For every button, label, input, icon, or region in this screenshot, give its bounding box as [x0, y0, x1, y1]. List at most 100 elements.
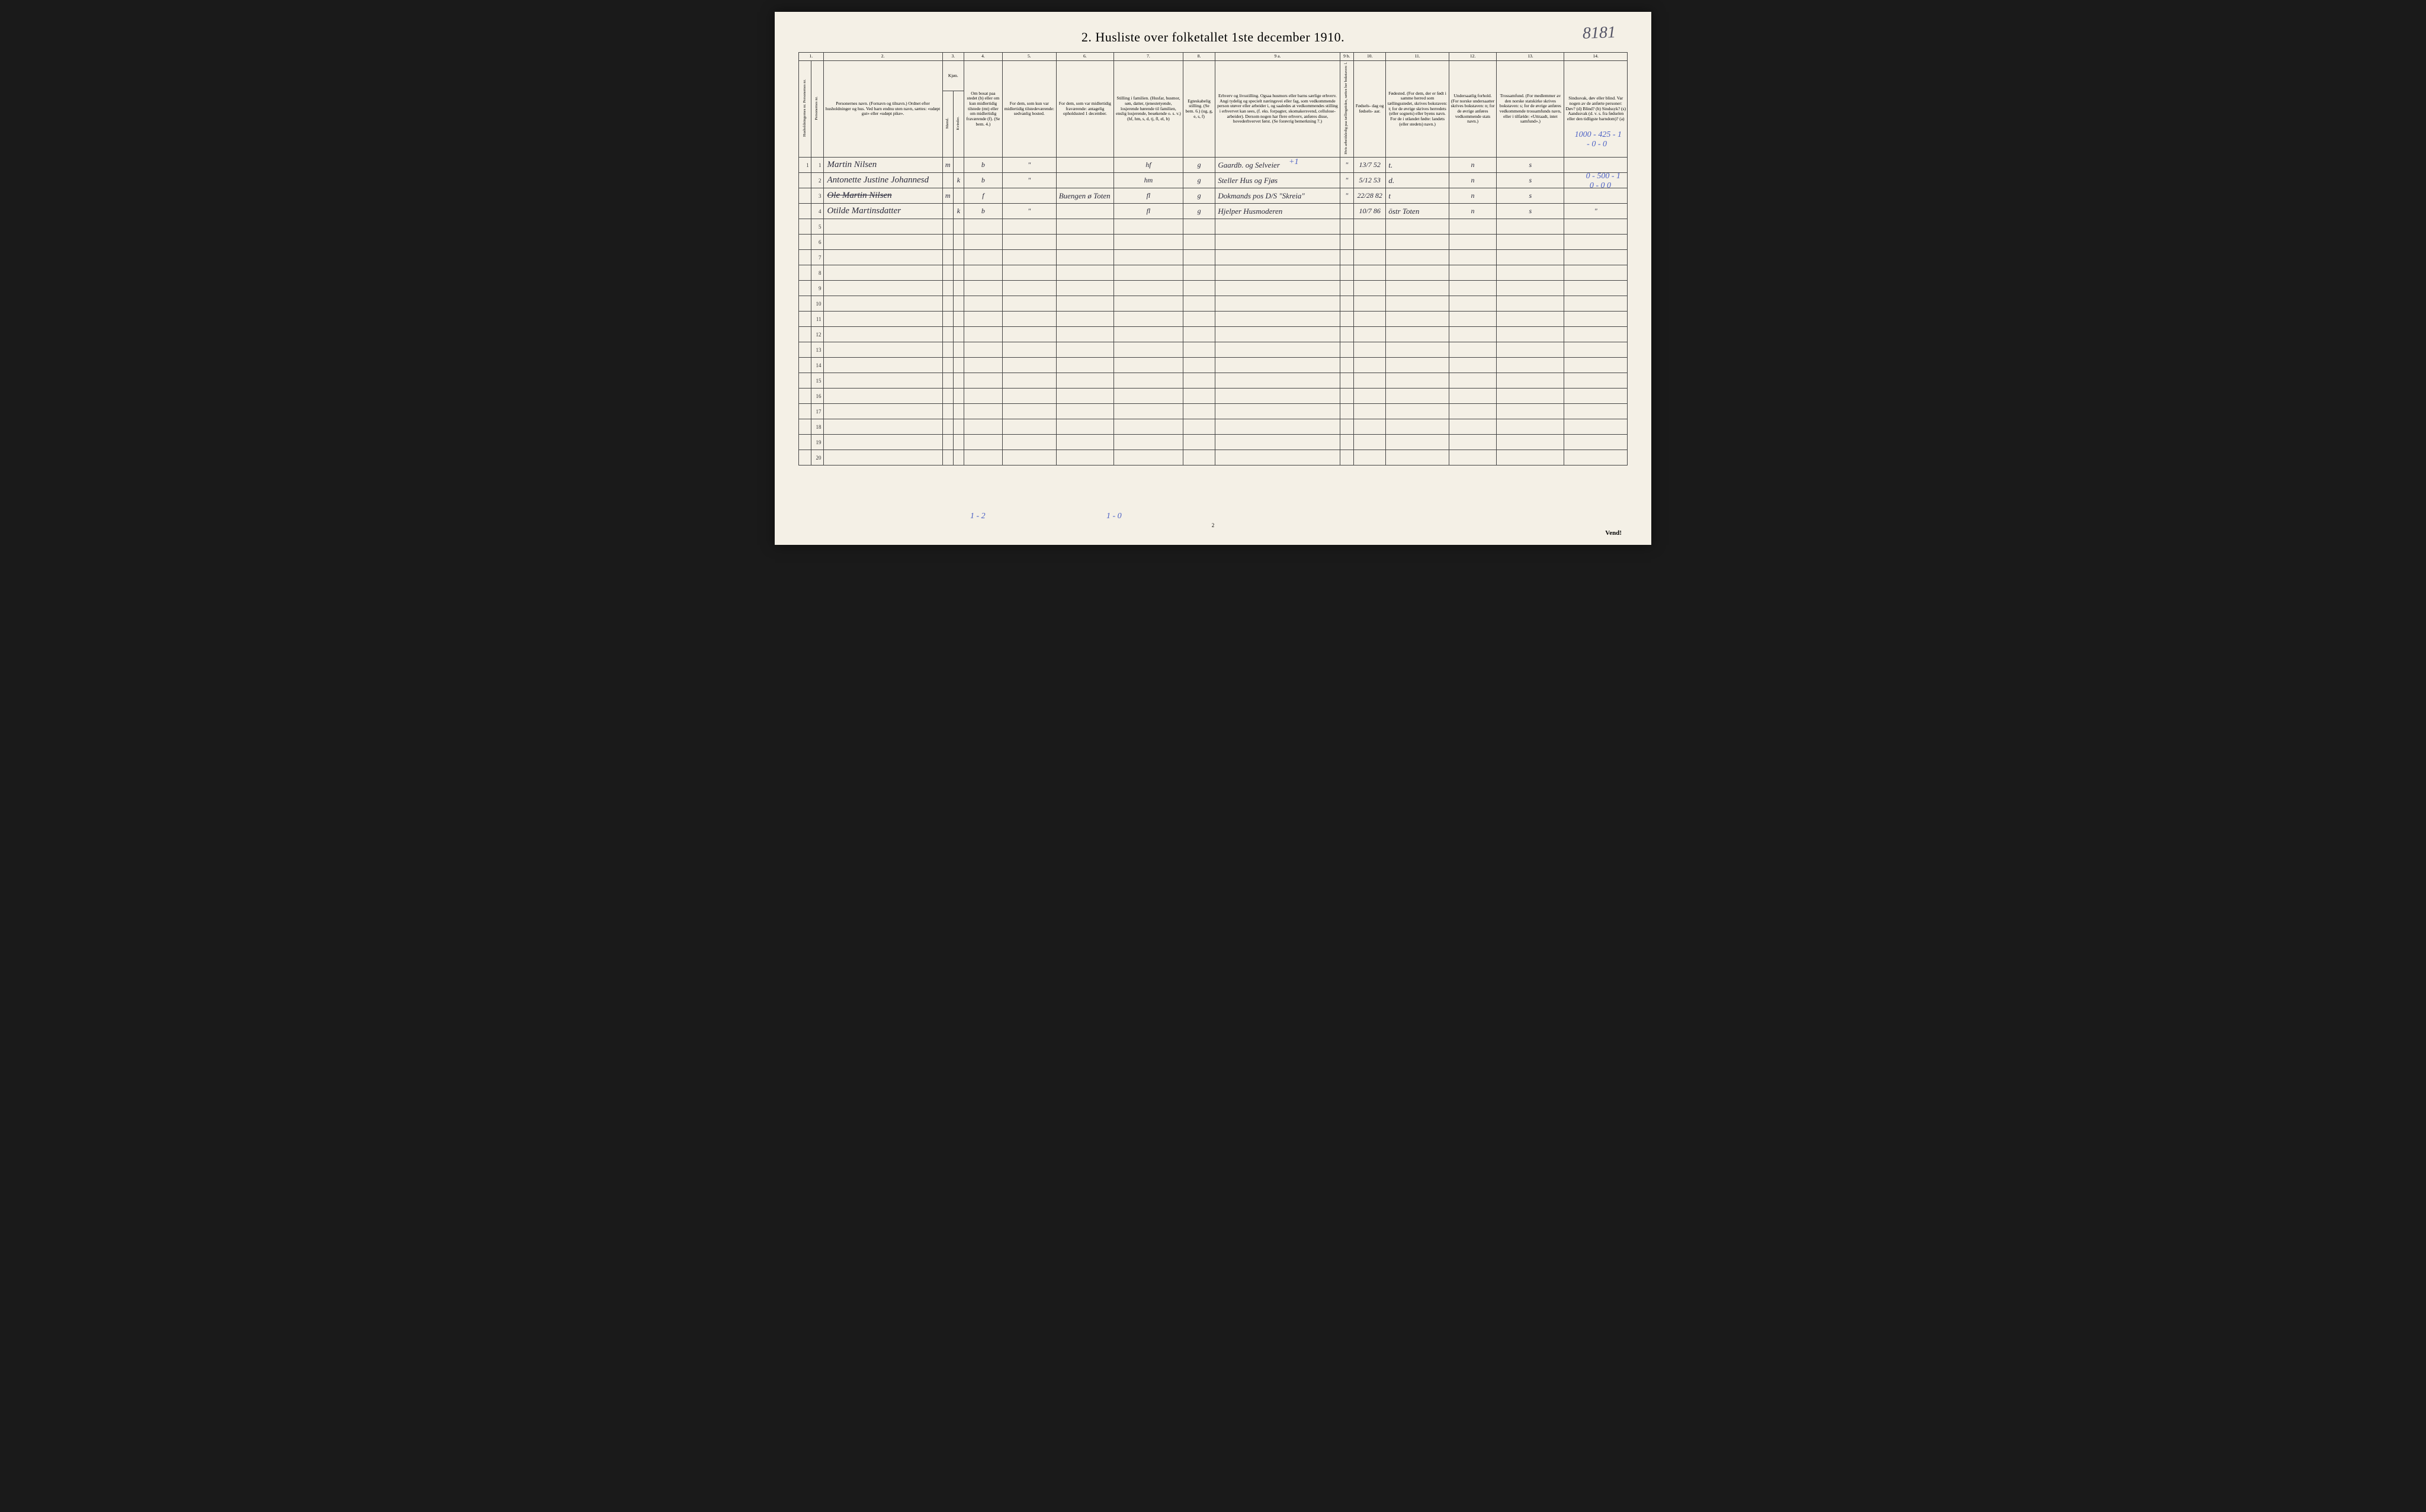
cell-dis: " [1564, 204, 1628, 219]
cell-empty [1386, 389, 1449, 404]
cell-empty [1564, 250, 1628, 265]
annotation-bottom-left: 1 - 2 [970, 512, 986, 521]
cell-empty [1114, 373, 1183, 389]
cell-dob: 5/12 53 [1353, 173, 1386, 188]
cell-dob: 10/7 86 [1353, 204, 1386, 219]
cell-empty [942, 419, 953, 435]
annotation-row3-right-1: 0 - 500 - 1 [1586, 172, 1620, 181]
cell-empty [1215, 435, 1340, 450]
cell-empty [1340, 265, 1353, 281]
cell-dis [1564, 158, 1628, 173]
cell-empty [1340, 219, 1353, 235]
cell-pn: 1 [811, 158, 823, 173]
cell-empty [1056, 358, 1113, 373]
cell-temp: " [1002, 158, 1056, 173]
hdr-residence: Om bosat paa stedet (b) eller om kun mid… [964, 61, 1002, 158]
column-number-row: 1. 2. 3. 4. 5. 6. 7. 8. 9 a. 9 b. 10. 11… [799, 53, 1628, 61]
cell-empty [953, 219, 964, 235]
cell-name: Otilde Martinsdatter [823, 204, 942, 219]
cell-empty [964, 404, 1002, 419]
cell-empty [1183, 219, 1215, 235]
annotation-row2-extra: +1 [1289, 158, 1298, 167]
cell-empty [1353, 250, 1386, 265]
cell-empty [1353, 327, 1386, 342]
cell-empty [942, 404, 953, 419]
cell-empty [1056, 404, 1113, 419]
cell-empty [823, 265, 942, 281]
cell-empty [1353, 450, 1386, 466]
cell-empty [1056, 373, 1113, 389]
cell-empty [1002, 250, 1056, 265]
cell-empty [1497, 312, 1564, 327]
cell-empty [1386, 342, 1449, 358]
header-labels-row: Husholdningernes nr. Personernes nr. Per… [799, 61, 1628, 91]
table-row: 2Antonette Justine Johannesdkb"hmgStelle… [799, 173, 1628, 188]
cell-empty [953, 312, 964, 327]
cell-empty [1340, 373, 1353, 389]
cell-empty [1353, 342, 1386, 358]
cell-empty [1386, 219, 1449, 235]
table-row-empty: 11 [799, 312, 1628, 327]
cell-empty: 12 [811, 327, 823, 342]
cell-empty [1215, 250, 1340, 265]
cell-empty [953, 342, 964, 358]
cell-dob: 22/28 82 [1353, 188, 1386, 204]
cell-rel: hm [1114, 173, 1183, 188]
cell-empty [1114, 389, 1183, 404]
cell-empty [1056, 327, 1113, 342]
col-num-3: 3. [942, 53, 964, 61]
cell-empty [1564, 389, 1628, 404]
cell-k: k [953, 173, 964, 188]
cell-empty [823, 404, 942, 419]
cell-empty [1215, 342, 1340, 358]
cell-empty [1564, 419, 1628, 435]
cell-empty [823, 250, 942, 265]
cell-empty: 15 [811, 373, 823, 389]
cell-empty [1056, 265, 1113, 281]
vend-label: Vend! [1605, 529, 1622, 537]
cell-empty [953, 389, 964, 404]
cell-empty [1386, 419, 1449, 435]
table-row-empty: 17 [799, 404, 1628, 419]
table-row-empty: 16 [799, 389, 1628, 404]
col-num-4: 4. [964, 53, 1002, 61]
cell-empty [799, 235, 811, 250]
cell-empty [1386, 435, 1449, 450]
page-title: 2. Husliste over folketallet 1ste decemb… [798, 30, 1628, 45]
cell-empty [1183, 312, 1215, 327]
cell-empty [799, 450, 811, 466]
cell-empty [1002, 265, 1056, 281]
cell-empty [799, 419, 811, 435]
table-row-empty: 10 [799, 296, 1628, 312]
cell-empty [1114, 265, 1183, 281]
cell-empty [1114, 419, 1183, 435]
cell-m [942, 173, 953, 188]
cell-empty [953, 358, 964, 373]
cell-empty [1497, 404, 1564, 419]
cell-empty [799, 219, 811, 235]
cell-empty [1215, 312, 1340, 327]
cell-empty [799, 435, 811, 450]
cell-empty [1215, 358, 1340, 373]
cell-empty: 17 [811, 404, 823, 419]
cell-empty [1002, 404, 1056, 419]
cell-empty [1449, 235, 1496, 250]
cell-empty: 9 [811, 281, 823, 296]
cell-empty [1353, 389, 1386, 404]
cell-empty [942, 219, 953, 235]
cell-temp: " [1002, 173, 1056, 188]
cell-empty [1497, 358, 1564, 373]
cell-empty [1564, 312, 1628, 327]
cell-empty [823, 281, 942, 296]
hdr-marital: Egteskabelig stilling. (Se bem. 6.) (ug,… [1183, 61, 1215, 158]
cell-empty [1340, 235, 1353, 250]
cell-empty [1353, 235, 1386, 250]
cell-empty [1386, 235, 1449, 250]
cell-empty [823, 342, 942, 358]
cell-name: Martin Nilsen [823, 158, 942, 173]
cell-empty [1340, 389, 1353, 404]
cell-rel2: s [1497, 204, 1564, 219]
cell-empty [942, 450, 953, 466]
table-row-empty: 19 [799, 435, 1628, 450]
cell-empty [1497, 296, 1564, 312]
